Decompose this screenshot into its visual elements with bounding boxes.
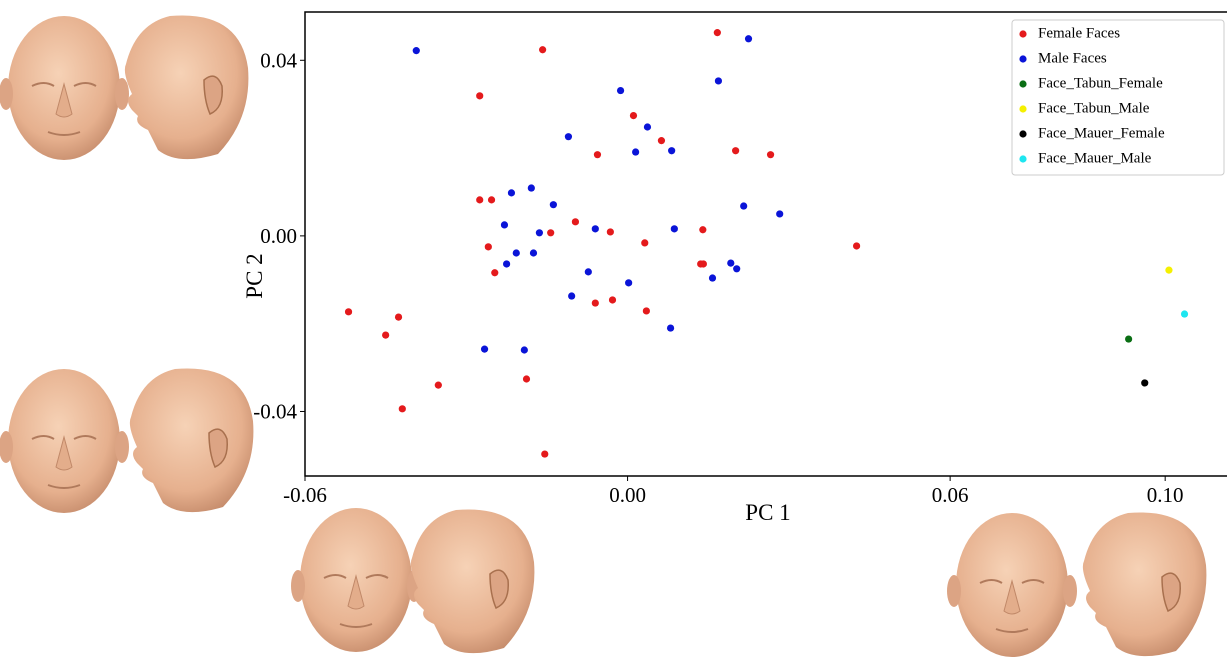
x-tick-label: 0.10 <box>1147 483 1184 507</box>
scatter-point <box>668 147 676 155</box>
scatter-point <box>568 292 576 300</box>
scatter-point <box>434 381 442 389</box>
scatter-point <box>608 296 617 304</box>
x-tick-label: -0.06 <box>283 483 327 507</box>
scatter-point <box>584 268 592 276</box>
scatter-point <box>766 151 775 159</box>
scatter-point <box>480 345 489 353</box>
scatter-point <box>476 92 484 100</box>
plot-frame <box>304 11 1227 477</box>
scatter-point <box>1165 266 1173 274</box>
scatter-point <box>740 202 748 210</box>
scatter-point <box>487 196 496 204</box>
scatter-point <box>708 274 717 282</box>
x-tick-label: 0.00 <box>609 483 646 507</box>
y-axis-label: PC 2 <box>242 253 267 298</box>
scatter-point <box>699 260 707 268</box>
scatter-point <box>776 210 784 218</box>
scatter-point <box>713 29 721 37</box>
y-tick-label: 0.00 <box>260 224 297 248</box>
scatter-point <box>591 299 599 307</box>
scatter-point <box>732 147 740 155</box>
scatter-point <box>512 249 520 257</box>
scatter-point <box>1125 335 1133 343</box>
scatter-point <box>507 189 516 197</box>
scatter-point <box>629 111 638 120</box>
y-tick-label: 0.04 <box>260 48 297 72</box>
scatter-point <box>744 35 753 43</box>
scatter-point <box>591 225 599 233</box>
scatter-point <box>606 228 614 236</box>
scatter-point <box>344 308 353 316</box>
scatter-point <box>520 346 528 354</box>
scatter-point <box>476 196 484 204</box>
scatter-point <box>529 249 538 257</box>
scatter-point <box>657 137 666 145</box>
scatter-point <box>412 47 420 55</box>
scatter-point <box>571 218 580 226</box>
scatter-point <box>727 259 735 267</box>
scatter-point <box>535 229 543 237</box>
legend-label: Face_Mauer_Female <box>1038 125 1165 141</box>
legend-marker <box>1019 55 1027 63</box>
legend-label: Male Faces <box>1038 50 1107 66</box>
legend-label: Face_Tabun_Male <box>1038 100 1150 116</box>
legend-marker <box>1019 80 1027 88</box>
scatter-point <box>641 239 649 247</box>
legend-marker <box>1019 105 1027 113</box>
scatter-point <box>666 324 675 332</box>
scatter-point <box>539 46 547 54</box>
scatter-point <box>593 151 602 159</box>
legend-label: Face_Mauer_Male <box>1038 150 1152 166</box>
scatter-point <box>733 265 741 273</box>
scatter-point <box>699 226 707 234</box>
legend-marker <box>1019 155 1027 163</box>
legend-marker <box>1019 130 1027 138</box>
legend-box <box>1011 19 1225 176</box>
scatter-point <box>541 450 549 458</box>
scatter-point <box>500 221 509 229</box>
x-tick-label: 0.06 <box>932 483 969 507</box>
scatter-point <box>1141 379 1149 387</box>
scatter-point <box>632 148 640 156</box>
scatter-point <box>642 307 650 315</box>
scatter-point <box>547 229 555 237</box>
scatter-point <box>527 184 535 192</box>
scatter-point <box>491 269 499 277</box>
legend-label: Face_Tabun_Female <box>1038 75 1163 91</box>
scatter-point <box>398 405 406 413</box>
scatter-point <box>714 77 723 85</box>
y-tick-label: -0.04 <box>253 399 297 423</box>
legend-label: Female Faces <box>1038 25 1120 41</box>
scatter-point <box>522 375 531 383</box>
scatter-point <box>394 313 403 321</box>
scatter-point <box>382 331 390 339</box>
scatter-point <box>503 260 511 268</box>
legend-marker <box>1019 30 1027 38</box>
scatter-point <box>564 133 573 141</box>
scatter-point <box>1180 310 1189 318</box>
scatter-point <box>625 279 633 287</box>
scatter-point <box>549 201 557 209</box>
scatter-point <box>670 225 678 233</box>
scatter-point <box>852 242 861 250</box>
scatter-point <box>484 243 492 251</box>
x-axis-label: PC 1 <box>745 500 790 525</box>
scatter-point <box>643 123 652 131</box>
scatter-point <box>616 86 625 95</box>
